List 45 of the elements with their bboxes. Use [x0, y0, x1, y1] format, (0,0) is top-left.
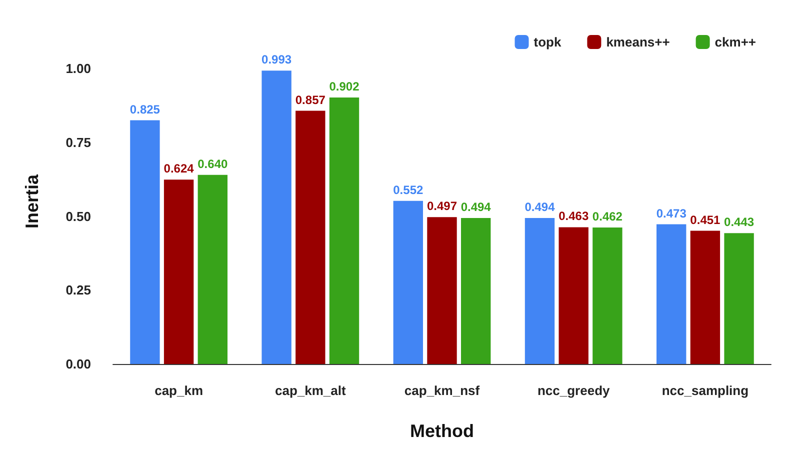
data-label: 0.825 [130, 102, 160, 116]
bar [724, 233, 754, 364]
bar [592, 228, 622, 364]
data-label: 0.494 [524, 200, 556, 214]
data-label: 0.624 [164, 162, 194, 176]
y-axis-title: Inertia [22, 174, 42, 229]
bar [329, 98, 360, 364]
x-tick-label: cap_km_alt [274, 383, 346, 398]
y-tick-label: 0.25 [66, 282, 91, 298]
legend-label: topk [534, 34, 562, 50]
bar [656, 224, 686, 364]
data-label: 0.463 [558, 209, 589, 224]
bar [262, 70, 292, 364]
x-tick-label: cap_km [154, 383, 204, 398]
data-label: 0.494 [460, 200, 492, 214]
data-label: 0.902 [329, 80, 360, 94]
y-tick-label: 0.00 [66, 356, 91, 372]
y-tick-label: 1.00 [66, 61, 91, 76]
data-label: 0.640 [198, 156, 228, 171]
data-label: 0.462 [592, 210, 623, 224]
data-label: 0.497 [426, 199, 458, 214]
bar [164, 180, 194, 364]
bar [198, 174, 228, 364]
bar [393, 200, 423, 364]
data-label: 0.443 [724, 215, 754, 230]
bar [130, 120, 160, 364]
x-tick-label: ncc_greedy [537, 383, 610, 398]
legend-label: ckm++ [714, 34, 756, 50]
y-tick-label: 0.50 [66, 208, 91, 224]
data-label: 0.451 [690, 212, 721, 227]
bar [427, 217, 457, 364]
data-label: 0.473 [656, 206, 687, 220]
x-tick-label: cap_km_nsf [404, 383, 480, 398]
data-label: 0.552 [393, 182, 424, 197]
bar [690, 230, 720, 364]
bar [558, 227, 588, 364]
data-label: 0.993 [262, 52, 292, 67]
bar [296, 110, 326, 364]
data-label: 0.857 [295, 92, 326, 107]
x-axis-title: Method [410, 421, 474, 441]
bar [461, 218, 491, 364]
legend-label: kmeans++ [606, 34, 670, 50]
bar [524, 218, 555, 364]
y-tick-label: 0.75 [66, 134, 91, 150]
x-tick-label: ncc_sampling [662, 383, 749, 398]
